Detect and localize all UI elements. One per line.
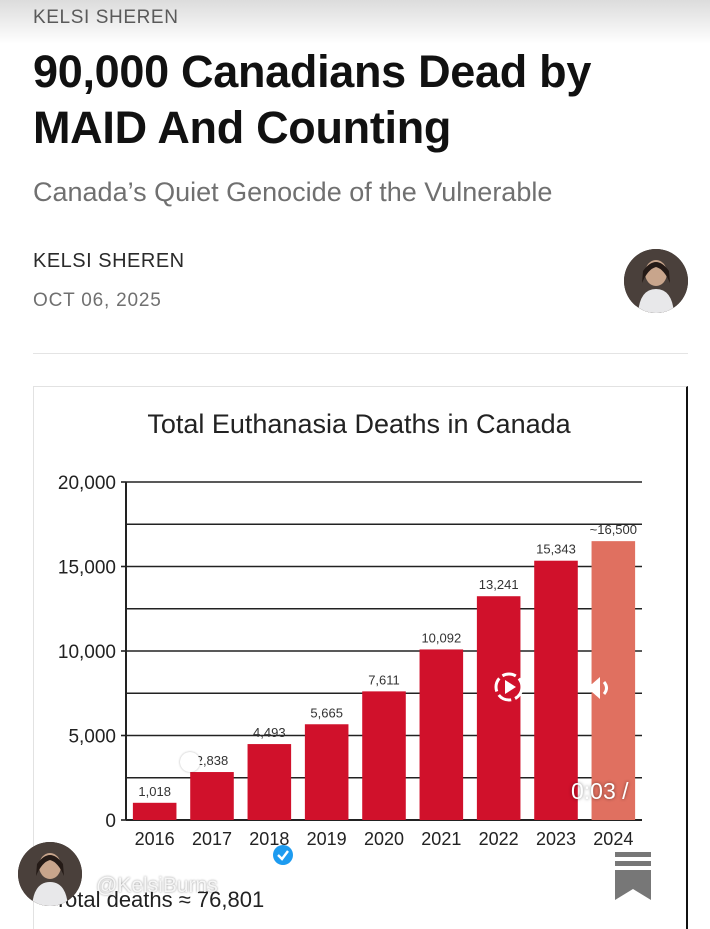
total-deaths-caption: Total deaths ≈ 76,801 — [54, 887, 265, 912]
x-tick-label: 2017 — [192, 829, 232, 849]
person-icon — [18, 842, 82, 906]
x-tick-label: 2018 — [249, 829, 289, 849]
data-label: 10,092 — [421, 630, 461, 645]
x-tick-label: 2021 — [421, 829, 461, 849]
x-tick-label: 2023 — [536, 829, 576, 849]
x-tick-label: 2022 — [479, 829, 519, 849]
data-label: 1,018 — [138, 784, 171, 799]
bookmark-icon[interactable] — [614, 852, 652, 902]
bar — [247, 744, 292, 820]
post-title: 90,000 Canadians Dead by MAID And Counti… — [33, 46, 592, 153]
bar — [132, 802, 177, 820]
x-tick-label: 2020 — [364, 829, 404, 849]
data-label: 7,611 — [368, 672, 400, 687]
bar — [534, 560, 578, 820]
header-fade — [0, 0, 710, 44]
post-date: OCT 06, 2025 — [33, 290, 162, 311]
data-label: 2,838 — [196, 753, 229, 768]
bar — [476, 596, 521, 820]
chart-video[interactable]: Total Euthanasia Deaths in Canada 0 5,000… — [33, 386, 688, 929]
person-icon — [624, 249, 688, 313]
byline-author[interactable]: KELSI SHEREN — [33, 250, 185, 272]
data-label: 13,241 — [479, 577, 519, 592]
data-label: 15,343 — [536, 542, 576, 557]
y-tick-label: 10,000 — [58, 642, 116, 663]
bar — [190, 772, 234, 820]
post-subtitle: Canada’s Quiet Genocide of the Vulnerabl… — [33, 177, 553, 207]
progress-scrubber[interactable] — [180, 752, 200, 772]
verified-icon — [273, 845, 293, 865]
publication-author[interactable]: KELSI SHEREN — [33, 7, 179, 28]
x-tick-label: 2024 — [593, 829, 633, 849]
y-tick-label: 5,000 — [68, 727, 116, 748]
volume-icon[interactable] — [582, 673, 612, 703]
chart-title: Total Euthanasia Deaths in Canada — [147, 409, 571, 439]
bar — [419, 649, 464, 820]
data-label: ~16,500 — [590, 522, 637, 537]
play-icon[interactable] — [493, 671, 525, 703]
bar — [362, 691, 406, 820]
bar — [304, 724, 349, 820]
video-time: 0:03 / — [571, 778, 629, 804]
bar-chart: 0 5,000 10,000 15,000 20,000 1,018 2016 2,838 20… — [58, 473, 642, 849]
video-avatar[interactable] — [18, 842, 82, 906]
y-tick-label: 20,000 — [58, 473, 116, 494]
data-label: 4,493 — [253, 725, 286, 740]
y-tick-label: 0 — [105, 811, 116, 832]
x-tick-label: 2016 — [135, 829, 175, 849]
divider — [33, 353, 688, 354]
video-handle-watermark: @KelsiBurns — [96, 874, 218, 897]
data-label: 5,665 — [310, 705, 343, 720]
x-tick-label: 2019 — [307, 829, 347, 849]
y-tick-label: 15,000 — [58, 558, 116, 579]
author-avatar[interactable] — [624, 249, 688, 313]
